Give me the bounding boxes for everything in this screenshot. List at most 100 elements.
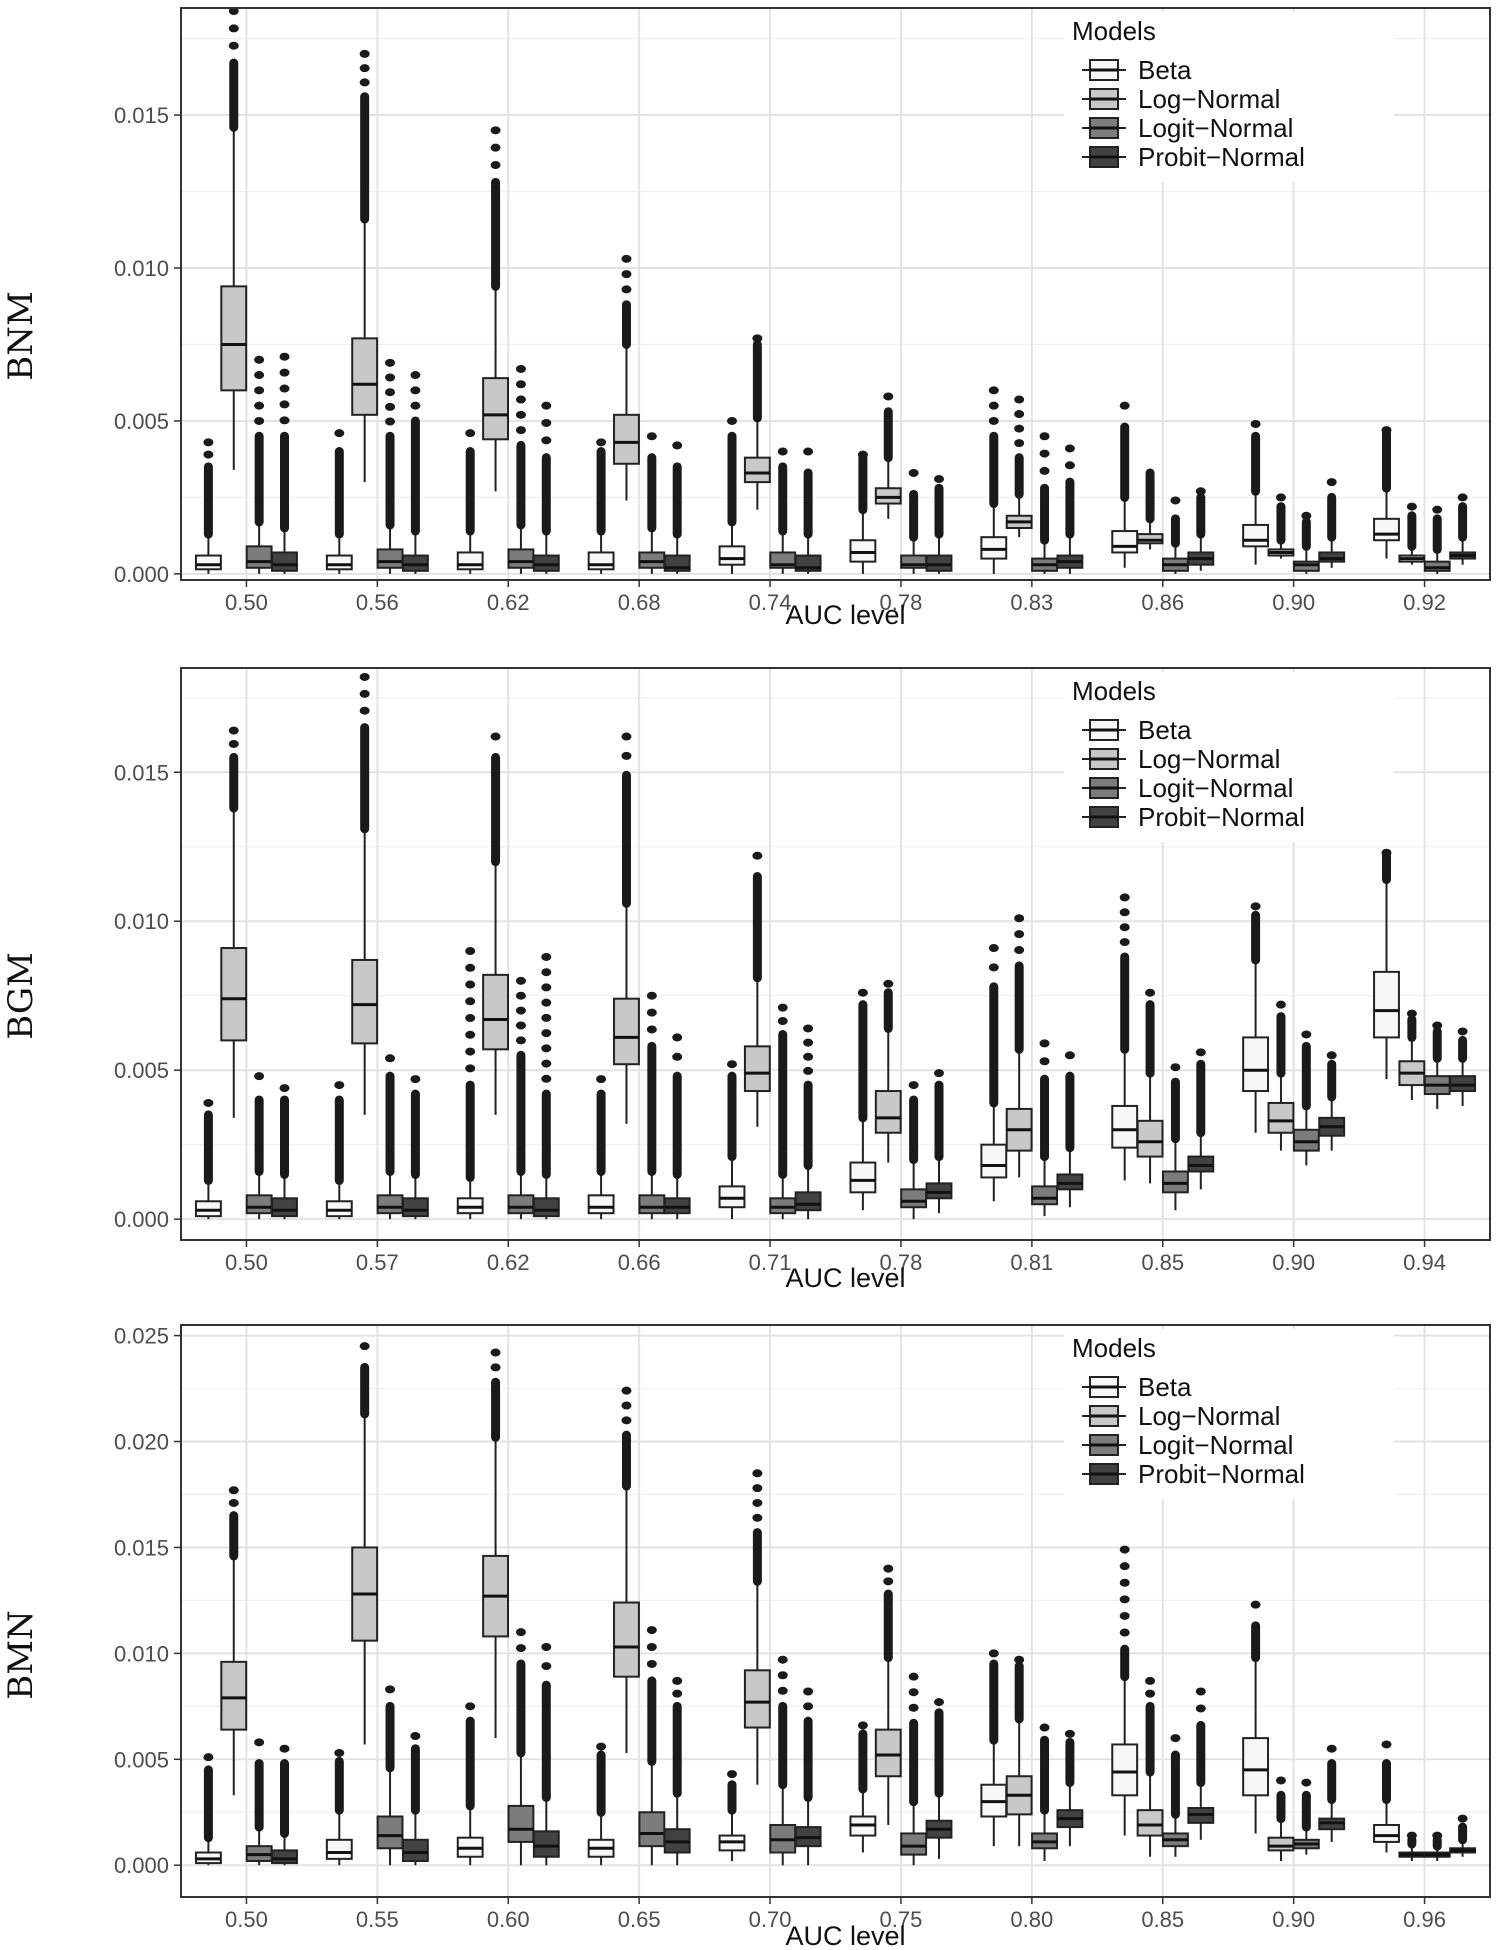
box-body bbox=[1373, 970, 1400, 1039]
x-tick-label: 0.81 bbox=[1010, 1250, 1053, 1275]
box-body bbox=[532, 1830, 560, 1858]
x-tick-label: 0.85 bbox=[1141, 1907, 1184, 1932]
outlier-point bbox=[777, 1017, 788, 1026]
box-log-normal-0.90 bbox=[1267, 1000, 1295, 1151]
box-body bbox=[245, 545, 273, 569]
outlier-point bbox=[465, 1064, 476, 1073]
box-probit-normal-0.74 bbox=[794, 447, 822, 574]
outlier-point bbox=[541, 1013, 552, 1022]
box-body bbox=[587, 551, 615, 571]
legend-label: Beta bbox=[1138, 715, 1192, 745]
outlier-point bbox=[490, 126, 501, 135]
box-logit-normal-0.56 bbox=[376, 358, 404, 574]
outlier-point bbox=[1301, 511, 1312, 520]
box-log-normal-0.56 bbox=[351, 49, 379, 483]
box-body bbox=[980, 536, 1008, 560]
panel-border bbox=[180, 7, 1491, 581]
outlier-point bbox=[1326, 1744, 1337, 1753]
box-probit-normal-0.86 bbox=[1187, 487, 1215, 571]
outlier-point bbox=[988, 386, 999, 395]
legend-label: Logit−Normal bbox=[1138, 113, 1293, 143]
box-probit-normal-0.66 bbox=[663, 1033, 691, 1220]
box-beta-0.65 bbox=[587, 1742, 615, 1866]
outlier-point bbox=[385, 358, 396, 367]
outlier-point bbox=[1250, 420, 1261, 428]
outlier-point bbox=[515, 991, 526, 1000]
outlier-point bbox=[646, 432, 657, 441]
legend-key bbox=[1082, 806, 1126, 828]
box-body bbox=[220, 1660, 248, 1731]
outlier-point bbox=[672, 441, 683, 450]
y-tick-label: 0.005 bbox=[114, 1747, 169, 1772]
outlier-point bbox=[1432, 1831, 1443, 1840]
legend-key bbox=[1082, 117, 1126, 139]
y-tick-label: 0.000 bbox=[114, 562, 169, 587]
outlier-point bbox=[1064, 1051, 1075, 1060]
outlier-point bbox=[908, 1672, 919, 1681]
outlier-point bbox=[803, 1052, 814, 1061]
outlier-point bbox=[541, 983, 552, 992]
box-probit-normal-0.70 bbox=[794, 1687, 822, 1866]
box-probit-normal-0.50 bbox=[271, 1084, 298, 1220]
outlier-point bbox=[1014, 946, 1025, 955]
outlier-point bbox=[1119, 923, 1130, 932]
outlier-point bbox=[1170, 1063, 1181, 1072]
outlier-point bbox=[254, 371, 265, 380]
box-beta-0.70 bbox=[718, 1770, 746, 1861]
legend-key bbox=[1082, 748, 1126, 770]
box-log-normal-0.94 bbox=[1398, 1009, 1426, 1100]
outlier-point bbox=[803, 1687, 814, 1696]
outlier-point bbox=[1381, 426, 1392, 435]
outlier-point bbox=[228, 7, 239, 16]
outlier-point bbox=[883, 1564, 894, 1573]
outlier-point bbox=[803, 1066, 814, 1075]
outlier-point bbox=[385, 1685, 396, 1694]
outlier-point bbox=[1195, 1704, 1206, 1713]
box-body bbox=[1136, 533, 1164, 545]
outlier-point bbox=[1170, 496, 1181, 505]
box-body bbox=[743, 1045, 771, 1093]
outlier-point bbox=[228, 726, 239, 735]
box-body bbox=[718, 545, 746, 566]
outlier-point bbox=[988, 944, 999, 953]
outlier-point bbox=[1014, 424, 1025, 433]
box-log-normal-0.96 bbox=[1398, 1831, 1426, 1861]
x-tick-label: 0.62 bbox=[487, 1250, 530, 1275]
box-log-normal-0.78 bbox=[874, 392, 902, 519]
outlier-point bbox=[752, 1469, 763, 1478]
box-log-normal-0.85 bbox=[1136, 1676, 1164, 1857]
outlier-point bbox=[752, 1484, 763, 1493]
outlier-point bbox=[883, 1577, 894, 1586]
outlier-point bbox=[228, 1486, 239, 1495]
box-log-normal-0.50 bbox=[220, 726, 248, 1118]
box-body bbox=[271, 1849, 298, 1865]
box-log-normal-0.62 bbox=[482, 126, 510, 492]
legend-label: Beta bbox=[1138, 55, 1192, 85]
box-logit-normal-0.90 bbox=[1292, 511, 1320, 574]
outlier-point bbox=[1326, 1051, 1337, 1060]
box-log-normal-0.70 bbox=[743, 1469, 771, 1785]
outlier-point bbox=[490, 143, 501, 152]
outlier-point bbox=[1145, 1689, 1156, 1698]
outlier-point bbox=[752, 851, 763, 860]
outlier-point bbox=[646, 1626, 657, 1635]
outlier-point bbox=[988, 1649, 999, 1658]
x-tick-label: 0.94 bbox=[1403, 1250, 1446, 1275]
legend-key bbox=[1082, 146, 1126, 168]
outlier-point bbox=[803, 447, 814, 456]
box-probit-normal-0.92 bbox=[1449, 493, 1477, 565]
box-beta-0.86 bbox=[1111, 401, 1139, 568]
outlier-point bbox=[1170, 1734, 1181, 1743]
outlier-point bbox=[254, 401, 265, 410]
box-body bbox=[482, 973, 510, 1051]
outlier-point bbox=[1039, 466, 1050, 475]
outlier-point bbox=[621, 1386, 632, 1395]
box-probit-normal-0.60 bbox=[532, 1643, 560, 1866]
outlier-point bbox=[646, 991, 657, 1000]
box-probit-normal-0.85 bbox=[1187, 1048, 1215, 1190]
outlier-point bbox=[1014, 395, 1025, 404]
outlier-point bbox=[1326, 478, 1337, 487]
outlier-point bbox=[334, 1748, 345, 1757]
box-beta-0.50 bbox=[194, 438, 222, 574]
outlier-point bbox=[908, 1703, 919, 1712]
